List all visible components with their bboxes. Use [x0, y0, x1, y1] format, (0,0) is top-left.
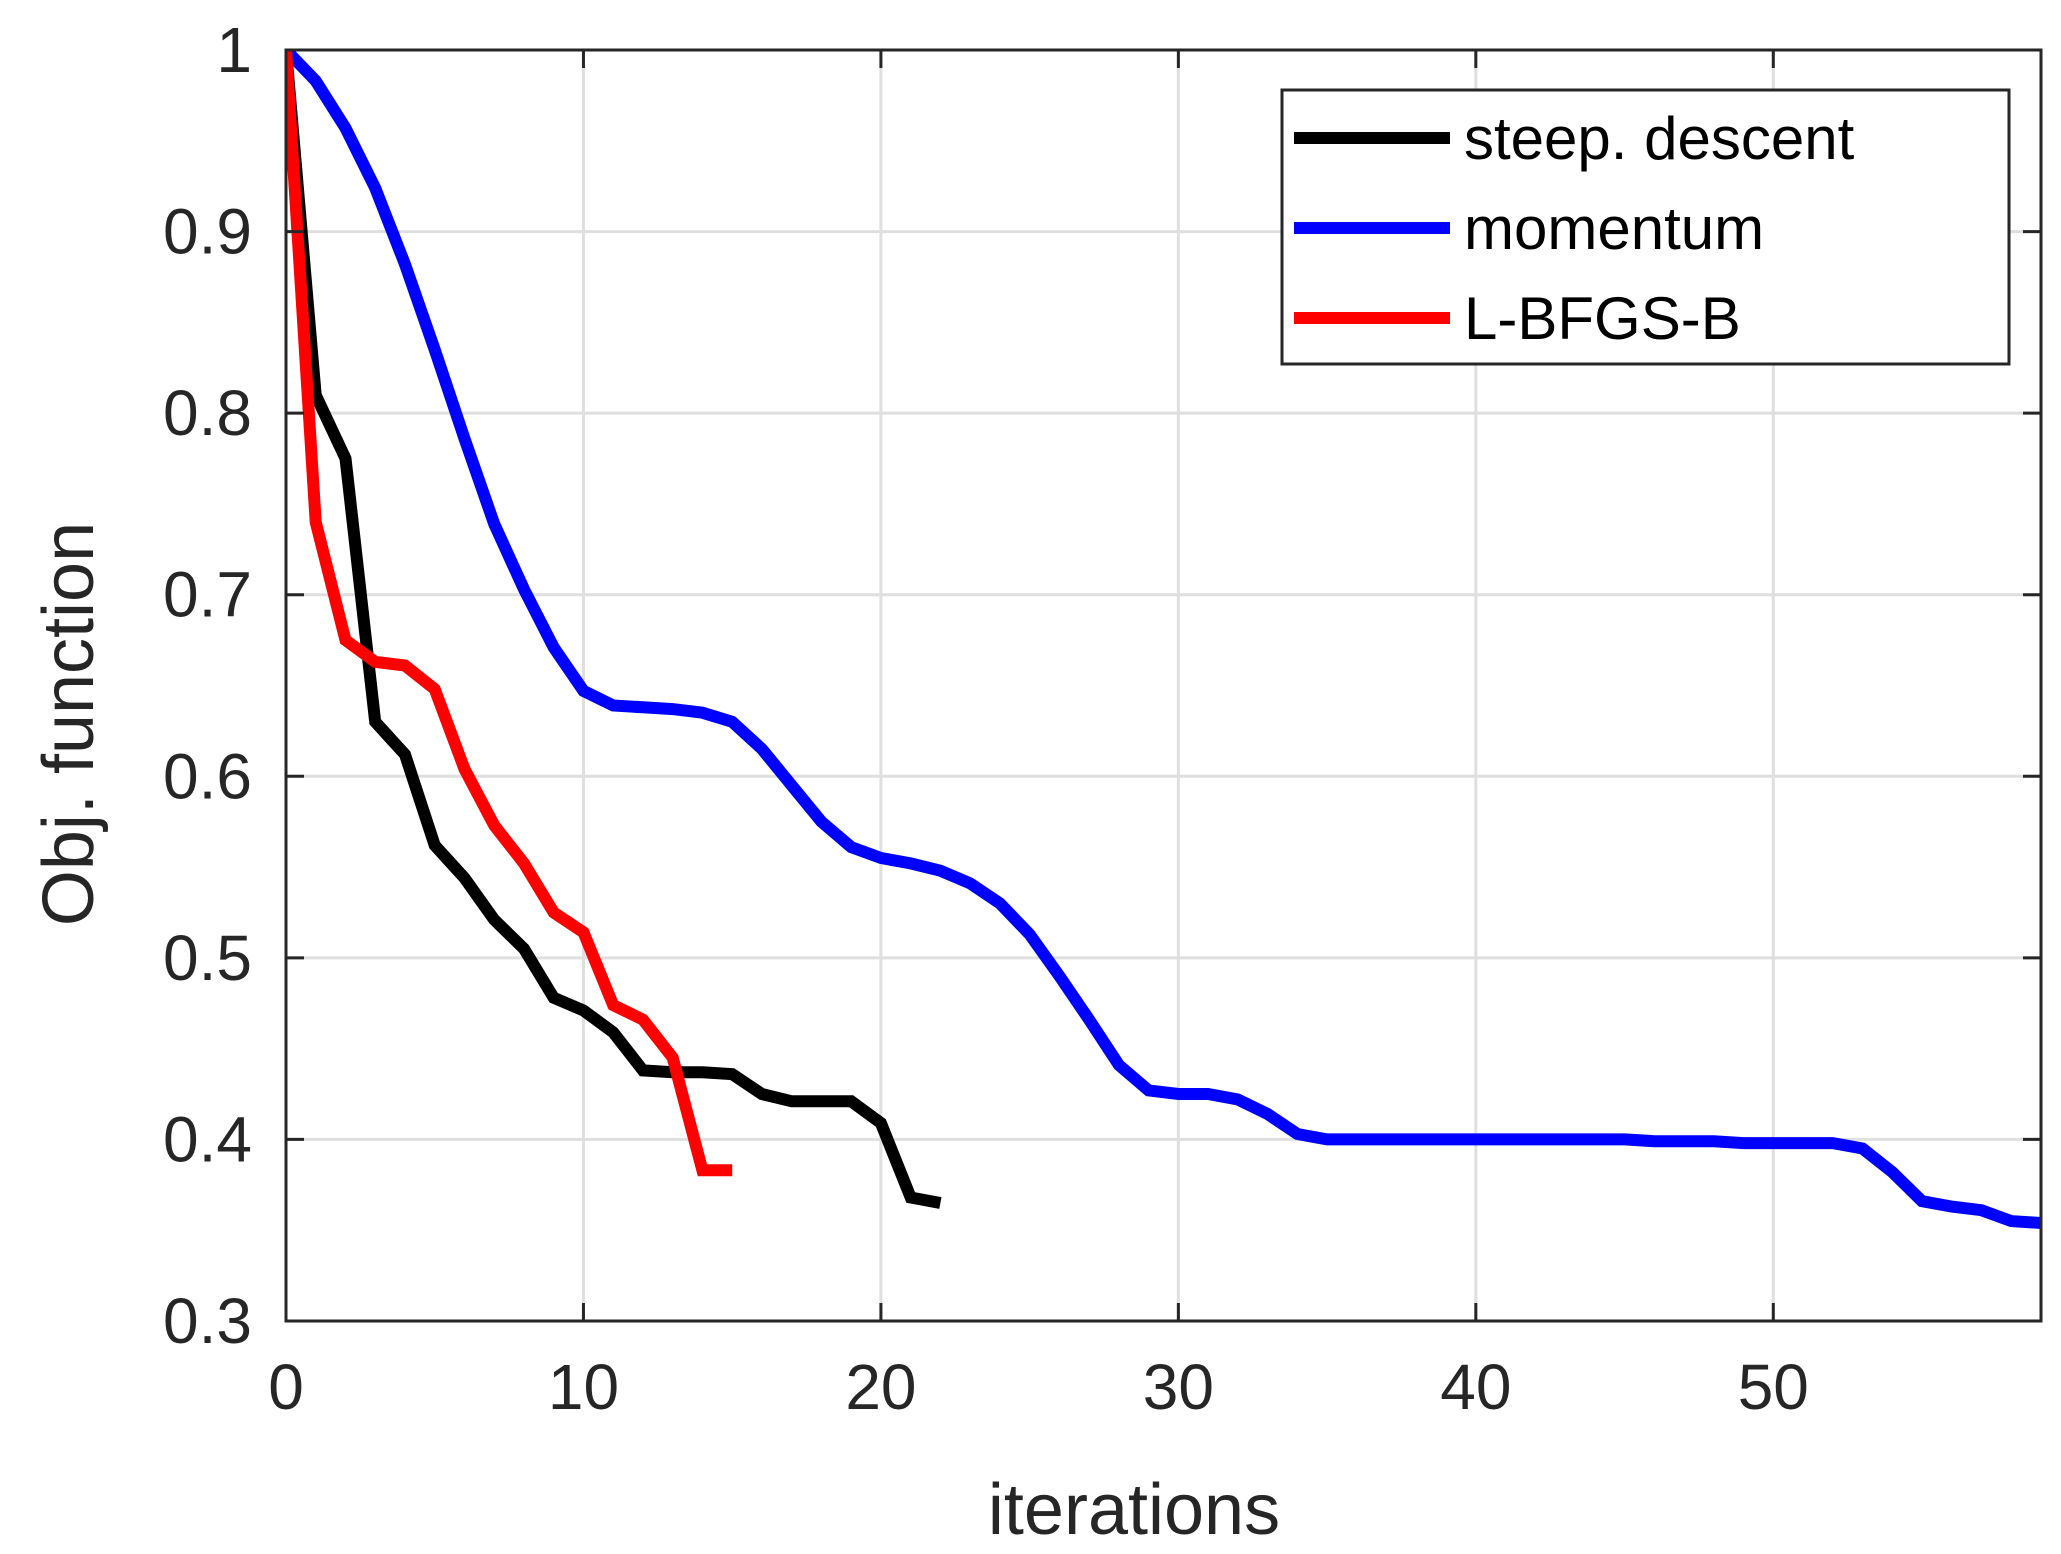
- legend: steep. descent momentum L-BFGS-B: [1280, 88, 2011, 366]
- series-line-steep-descent: [286, 50, 942, 1209]
- legend-label: momentum: [1464, 195, 1764, 262]
- x-axis-label: iterations: [988, 1470, 1280, 1549]
- series-line-momentum: [286, 50, 2041, 1229]
- series-line-l-bfgs-b: [286, 50, 733, 1177]
- y-tick-label: 0.6: [163, 740, 252, 812]
- plot-area-border: [284, 48, 2043, 1323]
- x-tick-label: 30: [1143, 1351, 1214, 1423]
- y-tick-label: 0.5: [163, 922, 252, 994]
- y-tick-label: 0.4: [163, 1103, 252, 1175]
- series-lines: [286, 50, 2041, 1229]
- y-tick-label: 0.3: [163, 1285, 252, 1357]
- y-axis-label: Obj. function: [29, 522, 109, 926]
- x-tick-label: 0: [268, 1351, 304, 1423]
- x-tick-label: 20: [845, 1351, 916, 1423]
- axes: [284, 48, 2043, 1323]
- y-tick-label: 0.8: [163, 377, 252, 449]
- legend-label: L-BFGS-B: [1464, 285, 1741, 352]
- legend-label: steep. descent: [1464, 105, 1855, 172]
- x-tick-label: 40: [1440, 1351, 1511, 1423]
- x-tick-label: 10: [548, 1351, 619, 1423]
- x-tick-label: 50: [1738, 1351, 1809, 1423]
- tick-labels: 0.30.40.50.60.70.80.910 10 20 30 40 50: [163, 14, 1809, 1423]
- y-tick-label: 0.9: [163, 196, 252, 268]
- y-tick-label: 0.7: [163, 559, 252, 631]
- y-tick-label: 1: [216, 14, 252, 86]
